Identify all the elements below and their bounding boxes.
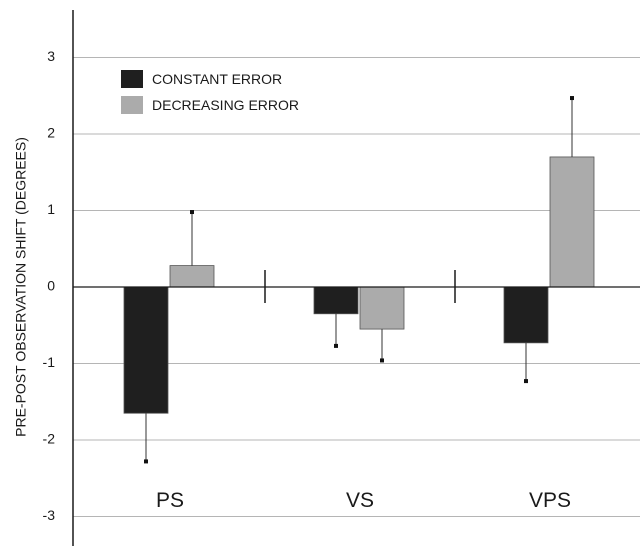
- error-bars: [144, 96, 574, 464]
- legend: CONSTANT ERROR DECREASING ERROR: [121, 70, 299, 114]
- bar: [169, 265, 215, 288]
- y-tick-label: 2: [47, 125, 55, 141]
- error-cap: [524, 379, 528, 384]
- category-label: VPS: [529, 489, 571, 512]
- y-tick-label: 0: [47, 278, 55, 294]
- category-labels: PS VS VPS: [156, 489, 571, 512]
- error-cap: [570, 96, 574, 101]
- error-cap: [190, 210, 194, 215]
- y-tick-label: 3: [47, 48, 55, 64]
- category-label: VS: [346, 489, 374, 512]
- y-axis: [72, 10, 640, 546]
- y-axis-title: PRE-POST OBSERVATION SHIFT (DEGREES): [13, 137, 29, 437]
- legend-label-constant-error: CONSTANT ERROR: [152, 71, 282, 87]
- legend-label-decreasing-error: DECREASING ERROR: [152, 97, 299, 113]
- y-tick-label: -3: [43, 507, 56, 523]
- bar: [123, 286, 169, 414]
- error-cap: [144, 459, 148, 464]
- bar: [549, 156, 595, 288]
- legend-swatch-constant-error: [121, 70, 143, 88]
- y-tick-labels: 3 2 1 0 -1 -2 -3: [43, 48, 56, 523]
- bar: [313, 286, 359, 315]
- y-tick-label: -1: [43, 354, 56, 370]
- bars: [123, 156, 595, 414]
- category-label: PS: [156, 489, 184, 512]
- error-cap: [334, 343, 338, 348]
- legend-swatch-decreasing-error: [121, 96, 143, 114]
- bar: [359, 286, 405, 330]
- bar: [503, 286, 549, 344]
- group-separators: [264, 270, 456, 303]
- y-tick-label: 1: [47, 201, 55, 217]
- error-cap: [380, 358, 384, 363]
- y-tick-label: -2: [43, 431, 56, 447]
